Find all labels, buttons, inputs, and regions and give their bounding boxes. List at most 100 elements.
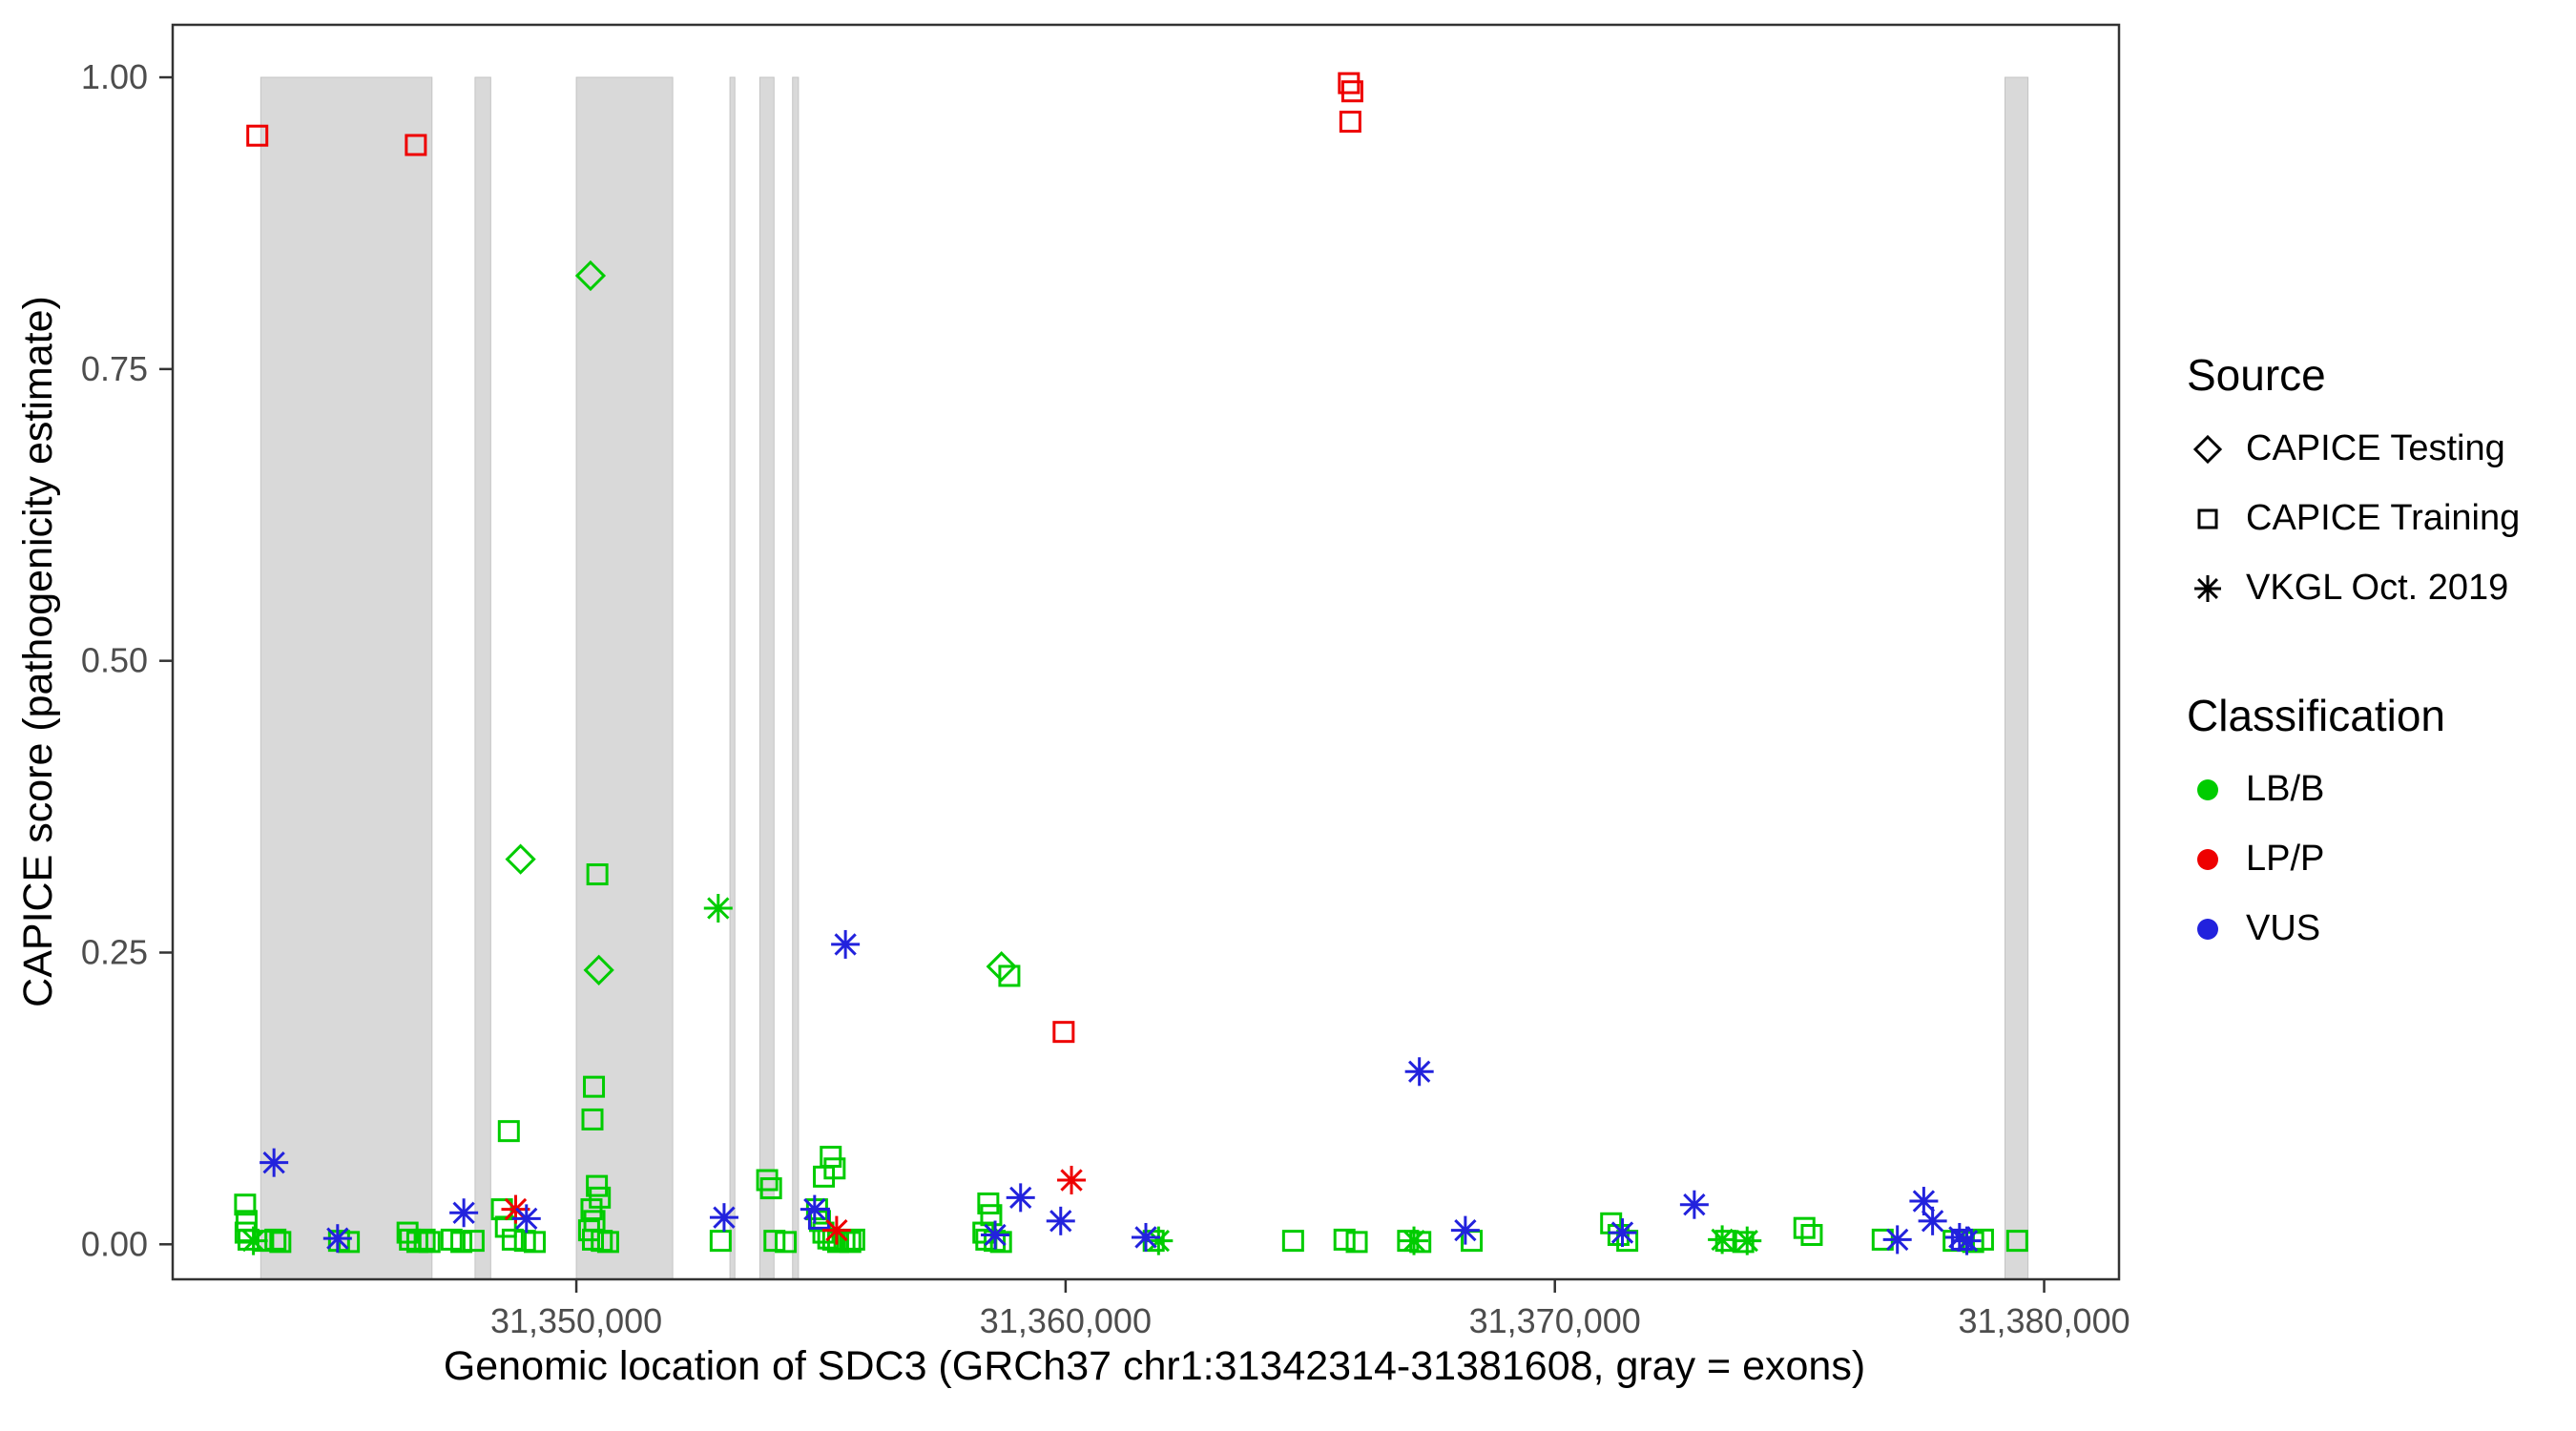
data-point-square (581, 1108, 604, 1130)
legend-item-lbb: LB/B (2187, 755, 2520, 824)
x-tick-label: 31,370,000 (1469, 1301, 1641, 1340)
data-point-square (246, 124, 269, 147)
data-point-diamond (986, 951, 1017, 983)
legend-item-label: VKGL Oct. 2019 (2246, 568, 2509, 608)
data-point-square (977, 1192, 1000, 1214)
panel-border (171, 23, 2121, 1281)
exon-band (758, 76, 775, 1280)
data-point-asterisk (511, 1204, 541, 1234)
legend-item-label: CAPICE Testing (2246, 428, 2505, 468)
data-point-diamond (574, 259, 607, 292)
data-point-square (418, 1231, 441, 1254)
data-point-square (1333, 1228, 1356, 1251)
data-point-square (998, 964, 1021, 987)
data-point-square (1340, 80, 1363, 103)
data-point-asterisk (1404, 1057, 1434, 1087)
data-point-asterisk (1708, 1225, 1737, 1255)
data-point-square (586, 863, 609, 886)
data-point-square (763, 1230, 786, 1253)
data-point-asterisk (1952, 1226, 1982, 1255)
data-point-square (523, 1231, 546, 1254)
data-point-square (497, 1120, 520, 1143)
legend-item-vkgl: VKGL Oct. 2019 (2187, 553, 2520, 623)
data-point-asterisk (1882, 1225, 1912, 1255)
data-point-asterisk (703, 894, 733, 923)
data-point-asterisk (239, 1226, 268, 1255)
data-point-square (839, 1231, 862, 1254)
legend-item-label: LB/B (2246, 769, 2325, 809)
legend-classification-title: Classification (2187, 691, 2445, 740)
data-point-square (1345, 1231, 1368, 1254)
data-point-diamond (505, 843, 536, 875)
x-tick-label: 31,380,000 (1958, 1301, 2129, 1340)
data-point-square (1281, 1230, 1304, 1253)
legend-item-label: LP/P (2246, 839, 2325, 879)
blue-dot-icon (2187, 908, 2229, 950)
square-icon (2187, 498, 2229, 540)
data-point-asterisk (322, 1224, 352, 1254)
y-tick-label: 0.00 (81, 1224, 148, 1263)
data-point-asterisk (981, 1220, 1010, 1250)
data-point-square (405, 134, 427, 156)
y-tick-label: 1.00 (81, 57, 148, 96)
data-point-square (580, 1198, 603, 1221)
y-axis-title: CAPICE score (pathogenicity estimate) (15, 296, 61, 1007)
legend: Source CAPICE Testing CAPICE Training VK… (2187, 349, 2520, 964)
data-point-square (980, 1204, 1003, 1227)
data-point-square (1339, 111, 1361, 134)
data-point-asterisk (1400, 1226, 1429, 1255)
data-point-square (583, 1075, 606, 1098)
x-axis-title: Genomic location of SDC3 (GRCh37 chr1:31… (443, 1343, 1866, 1389)
data-point-asterisk (1450, 1215, 1480, 1245)
data-point-square (450, 1231, 473, 1254)
data-point-asterisk (1132, 1222, 1160, 1252)
data-point-square (269, 1231, 292, 1254)
data-point-asterisk (1733, 1226, 1762, 1255)
legend-item-label: CAPICE Training (2246, 498, 2521, 538)
data-point-square (596, 1231, 619, 1254)
exon-band (260, 76, 433, 1280)
data-point-square (234, 1193, 257, 1216)
data-point-square (709, 1230, 732, 1253)
exon-band (792, 76, 800, 1280)
data-point-asterisk (709, 1203, 738, 1233)
data-point-square (413, 1228, 436, 1251)
data-point-square (813, 1165, 836, 1188)
data-point-square (2005, 1230, 2028, 1253)
legend-item-capice-training: CAPICE Training (2187, 484, 2520, 553)
exon-band (2005, 76, 2029, 1280)
data-point-diamond (583, 954, 614, 985)
data-point-asterisk (1679, 1190, 1709, 1219)
exon-band (474, 76, 491, 1280)
legend-group-classification: Classification LB/B LP/P VUS (2187, 690, 2520, 964)
y-tick-label: 0.50 (81, 641, 148, 680)
data-point-asterisk (1608, 1218, 1637, 1248)
legend-item-vus: VUS (2187, 894, 2520, 964)
data-point-square (775, 1231, 798, 1254)
data-point-square (759, 1177, 782, 1200)
data-point-square (586, 1174, 609, 1197)
data-point-square (989, 1231, 1012, 1254)
data-point-square (405, 1231, 428, 1254)
asterisk-icon (2187, 568, 2229, 610)
data-point-square (501, 1228, 524, 1251)
data-point-square (462, 1230, 485, 1253)
data-point-asterisk (449, 1198, 479, 1228)
diamond-icon (2187, 428, 2229, 470)
red-dot-icon (2187, 839, 2229, 881)
legend-group-source: Source CAPICE Testing CAPICE Training VK… (2187, 349, 2520, 623)
green-dot-icon (2187, 769, 2229, 811)
legend-item-capice-testing: CAPICE Testing (2187, 414, 2520, 484)
y-tick-label: 0.75 (81, 349, 148, 388)
data-point-asterisk (1057, 1166, 1087, 1195)
panel-background (173, 25, 2119, 1279)
x-tick-label: 31,360,000 (980, 1301, 1152, 1340)
data-point-square (1793, 1216, 1816, 1239)
exon-band (575, 76, 674, 1280)
data-point-asterisk (1918, 1206, 1947, 1235)
legend-source-title: Source (2187, 350, 2326, 400)
data-point-asterisk (831, 929, 861, 959)
data-point-square (1052, 1021, 1075, 1044)
